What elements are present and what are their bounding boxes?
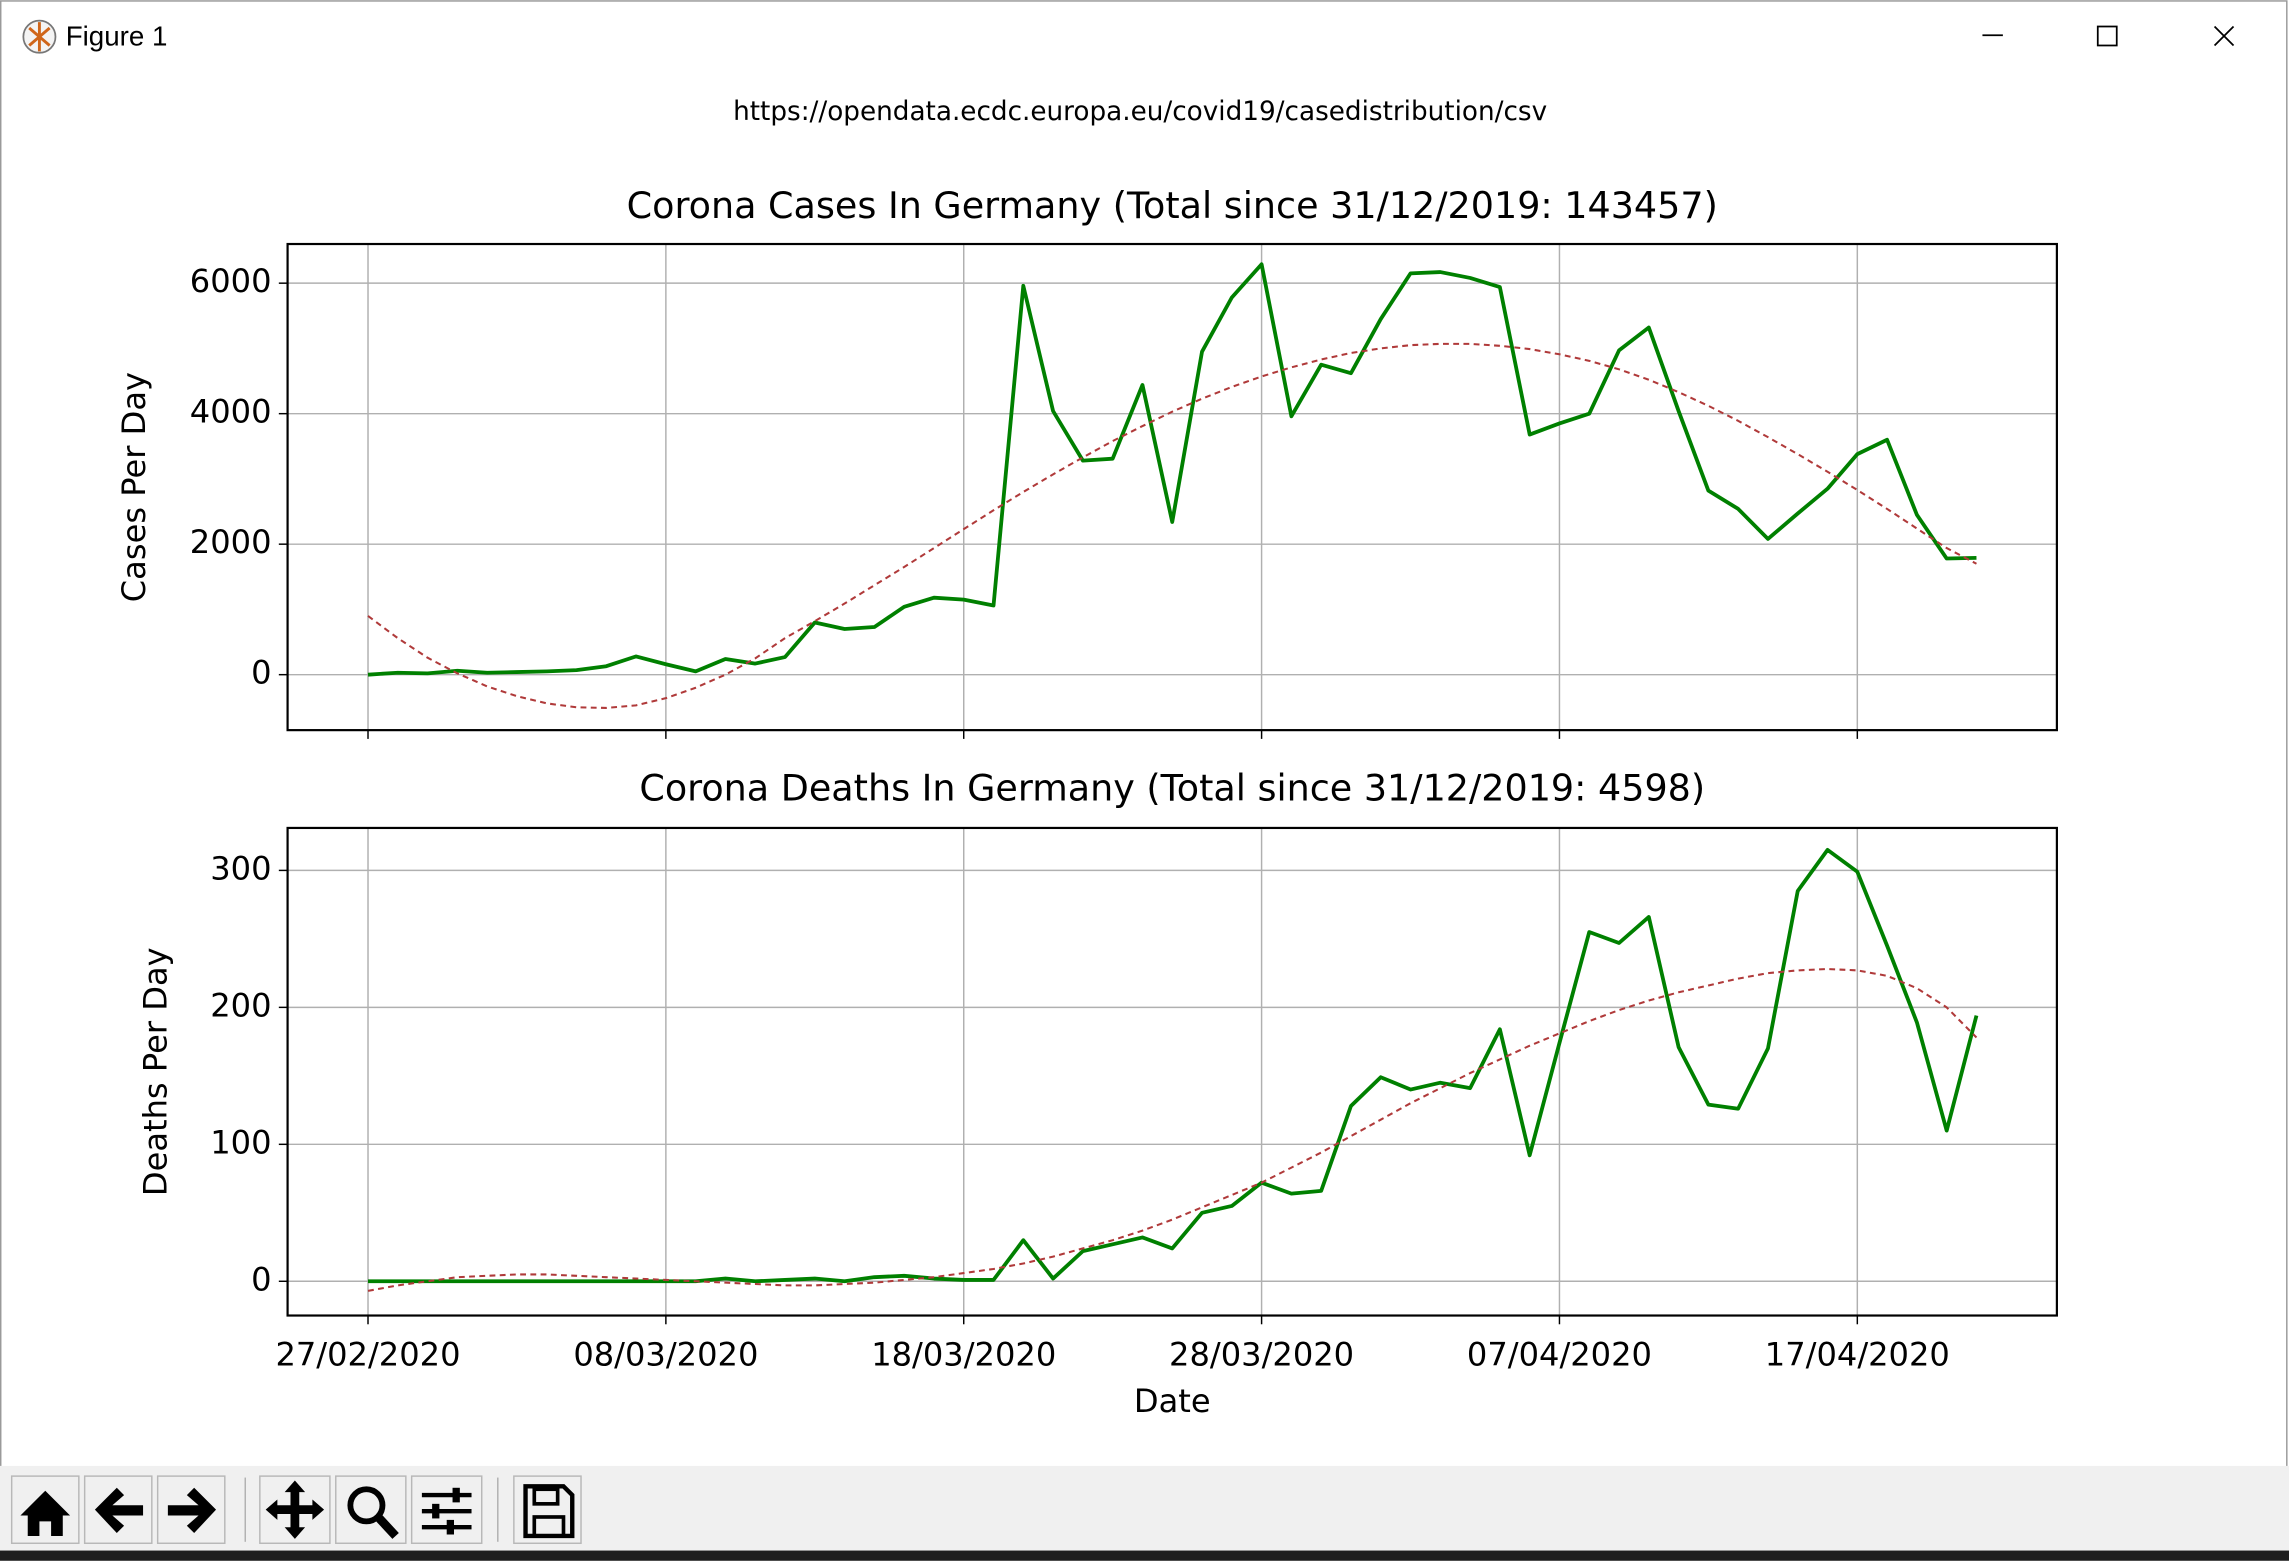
toolbar	[0, 1465, 2289, 1561]
zoom-button[interactable]	[335, 1475, 407, 1544]
trend-line	[367, 342, 1977, 709]
axes-frame	[286, 242, 2058, 732]
x-tick-label: 18/03/2020	[871, 1335, 1056, 1373]
save-button[interactable]	[513, 1475, 582, 1544]
close-button[interactable]	[2187, 8, 2260, 66]
configure-button[interactable]	[410, 1475, 483, 1544]
forward-button[interactable]	[156, 1475, 226, 1544]
x-axis-label: Date	[1134, 1382, 1211, 1420]
chart: Corona Cases In Germany (Total since 31/…	[115, 184, 2058, 739]
pan-button[interactable]	[259, 1475, 331, 1544]
y-tick-label: 100	[210, 1123, 271, 1161]
minimize-button[interactable]	[1956, 8, 2029, 66]
y-tick-label: 0	[251, 654, 271, 692]
axes-frame	[286, 826, 2058, 1317]
x-tick-label: 07/04/2020	[1467, 1335, 1652, 1373]
trend-line	[367, 967, 1978, 1292]
chart-title: Corona Deaths In Germany (Total since 31…	[639, 766, 1705, 809]
chart-title: Corona Cases In Germany (Total since 31/…	[627, 184, 1718, 227]
window-title: Figure 1	[66, 21, 168, 52]
y-tick-label: 0	[251, 1260, 271, 1298]
maximize-button[interactable]	[2070, 8, 2143, 66]
data-line	[367, 262, 1977, 677]
data-line	[368, 847, 1979, 1284]
y-axis-label: Cases Per Day	[115, 372, 153, 602]
app-icon	[22, 19, 57, 54]
back-button[interactable]	[83, 1475, 153, 1544]
x-tick-label: 27/02/2020	[275, 1335, 460, 1373]
y-tick-label: 2000	[190, 523, 272, 561]
y-tick-label: 4000	[190, 393, 272, 431]
figure-title: https://opendata.ecdc.europa.eu/covid19/…	[733, 97, 1547, 127]
chart: Corona Deaths In Germany (Total since 31…	[137, 766, 2058, 1420]
y-tick-label: 6000	[190, 262, 272, 300]
y-axis-label: Deaths Per Day	[137, 947, 175, 1196]
x-tick-label: 28/03/2020	[1169, 1335, 1354, 1373]
plots: Corona Cases In Germany (Total since 31/…	[115, 184, 2058, 1420]
x-tick-label: 17/04/2020	[1765, 1335, 1950, 1373]
y-tick-label: 200	[210, 986, 271, 1024]
home-button[interactable]	[10, 1475, 80, 1544]
x-tick-label: 08/03/2020	[573, 1335, 758, 1373]
y-tick-label: 300	[210, 849, 271, 887]
